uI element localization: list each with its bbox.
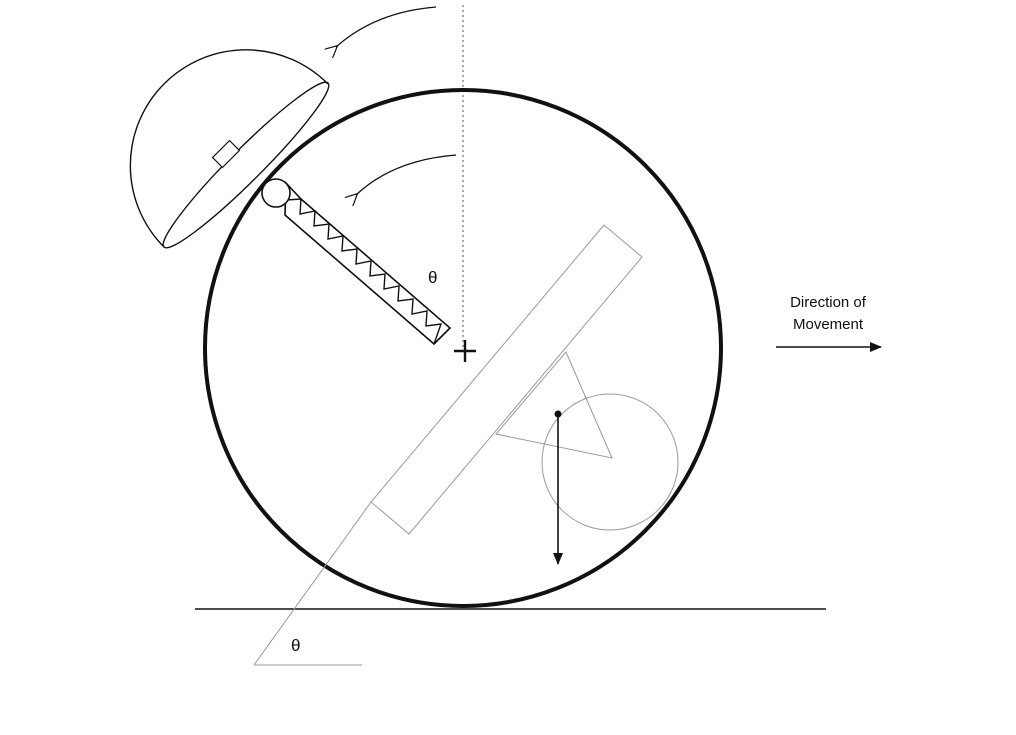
direction-label-line-1: Direction of [790, 294, 866, 311]
hemisphere-cap [129, 49, 330, 249]
center-pivot-mark [454, 340, 476, 362]
direction-label-line-2: Movement [792, 316, 864, 333]
tilt-reference-line [253, 501, 372, 666]
triangle-bracket [495, 351, 613, 459]
counterweight-circle [541, 393, 679, 531]
direction-of-movement-label: Direction of Movement [771, 292, 885, 336]
rotation-arrow-inner [356, 154, 457, 195]
joint-ball [261, 178, 291, 208]
theta-label-bottom: θ [291, 636, 301, 655]
theta-label-top: θ [428, 268, 438, 287]
rotation-arrow-outer [336, 6, 437, 47]
hemisphere-sensor [211, 139, 241, 169]
tilted-plate [370, 224, 643, 535]
spherical-shell [203, 88, 723, 608]
spring-arm [284, 181, 452, 346]
